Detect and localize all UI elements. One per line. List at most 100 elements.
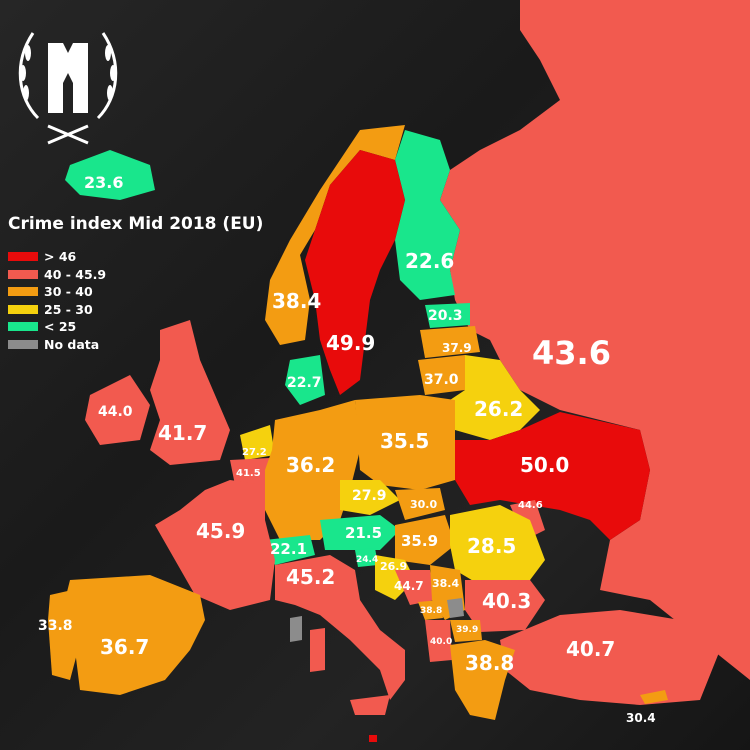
value-portugal: 33.8 [38,618,73,634]
value-germany: 36.2 [286,453,335,477]
value-czechia: 27.9 [352,488,387,504]
region-romania [450,505,545,585]
legend-label: No data [44,336,100,352]
region-latvia [420,326,480,358]
legend-label: 25 - 30 [44,301,93,317]
value-iceland: 23.6 [84,173,123,192]
legend: > 46 40 - 45.9 30 - 40 25 - 30 < 25 No d… [8,248,106,353]
value-norway: 38.4 [272,289,321,313]
legend-swatch [8,287,38,297]
region-finland [395,130,460,300]
legend-label: 30 - 40 [44,284,93,300]
value-north-macedonia: 39.9 [456,625,478,635]
value-serbia: 38.4 [432,577,459,590]
region-ireland [85,375,150,445]
value-uk: 41.7 [158,421,207,445]
region-north-macedonia [450,620,482,642]
region-sweden [305,150,405,395]
value-italy: 45.2 [286,565,335,589]
region-malta [369,735,377,742]
region-kosovo [447,598,464,618]
legend-swatch [8,322,38,332]
value-switzerland: 22.1 [270,540,307,558]
region-czechia [340,480,400,515]
value-romania: 28.5 [467,534,516,558]
value-belgium: 41.5 [236,468,261,479]
value-slovakia: 30.0 [410,498,437,511]
region-austria [320,515,400,550]
value-spain: 36.7 [100,635,149,659]
region-germany [265,400,360,540]
value-estonia: 20.3 [428,308,463,324]
region-albania [425,620,452,662]
value-cyprus: 30.4 [626,711,656,725]
legend-swatch [8,269,38,279]
region-norway [265,125,405,345]
value-albania: 40.0 [430,637,452,647]
value-moldova: 44.6 [518,500,543,511]
region-slovenia [355,548,378,567]
legend-item: No data [8,336,106,354]
value-belarus: 26.2 [474,397,523,421]
legend-label: < 25 [44,319,77,335]
region-iceland [65,150,155,200]
value-sweden: 49.9 [326,331,375,355]
legend-label: 40 - 45.9 [44,266,107,282]
value-france: 45.9 [196,519,245,543]
region-estonia [425,303,470,328]
region-netherlands [240,425,275,460]
region-bosnia [395,570,435,605]
region-portugal [48,590,78,680]
value-croatia: 26.9 [380,560,407,573]
value-turkey: 40.7 [566,637,615,661]
region-sicily [350,695,390,715]
value-montenegro: 38.8 [420,606,442,616]
region-france [155,480,275,610]
region-belgium [230,458,270,485]
legend-label: > 46 [44,249,77,265]
legend-item: > 46 [8,248,106,266]
value-lithuania: 37.0 [424,372,459,388]
region-turkey [500,610,720,705]
region-slovakia [395,488,445,520]
value-ireland: 44.0 [98,404,133,420]
value-greece: 38.8 [465,651,514,675]
legend-title: Crime index Mid 2018 (EU) [8,214,264,234]
value-netherlands: 27.2 [242,447,267,458]
region-corsica [290,616,302,642]
value-bosnia: 44.7 [394,579,424,593]
region-cyprus [640,690,668,704]
region-italy [275,555,405,700]
value-bulgaria: 40.3 [482,589,531,613]
region-hungary [395,515,455,565]
region-switzerland [265,535,315,565]
value-slovenia: 24.4 [356,555,378,565]
region-denmark [285,355,325,405]
region-greece [450,640,515,720]
region-montenegro [418,600,443,620]
region-russia [440,0,750,680]
value-austria: 21.5 [345,524,382,542]
value-hungary: 35.9 [401,532,438,550]
region-poland [355,395,455,490]
region-lithuania [418,355,465,395]
region-belarus [450,355,540,440]
value-russia: 43.6 [532,334,611,372]
region-sardinia [310,628,325,672]
value-denmark: 22.7 [287,375,322,391]
legend-item: 40 - 45.9 [8,266,106,284]
value-poland: 35.5 [380,429,429,453]
value-finland: 22.6 [405,249,454,273]
value-latvia: 37.9 [442,341,472,355]
region-spain [60,575,205,695]
legend-swatch [8,304,38,314]
region-bulgaria [465,580,545,632]
legend-swatch [8,339,38,349]
laurel-logo-icon [18,32,118,145]
legend-swatch [8,252,38,262]
legend-item: < 25 [8,318,106,336]
region-uk [150,320,230,465]
value-ukraine: 50.0 [520,453,569,477]
